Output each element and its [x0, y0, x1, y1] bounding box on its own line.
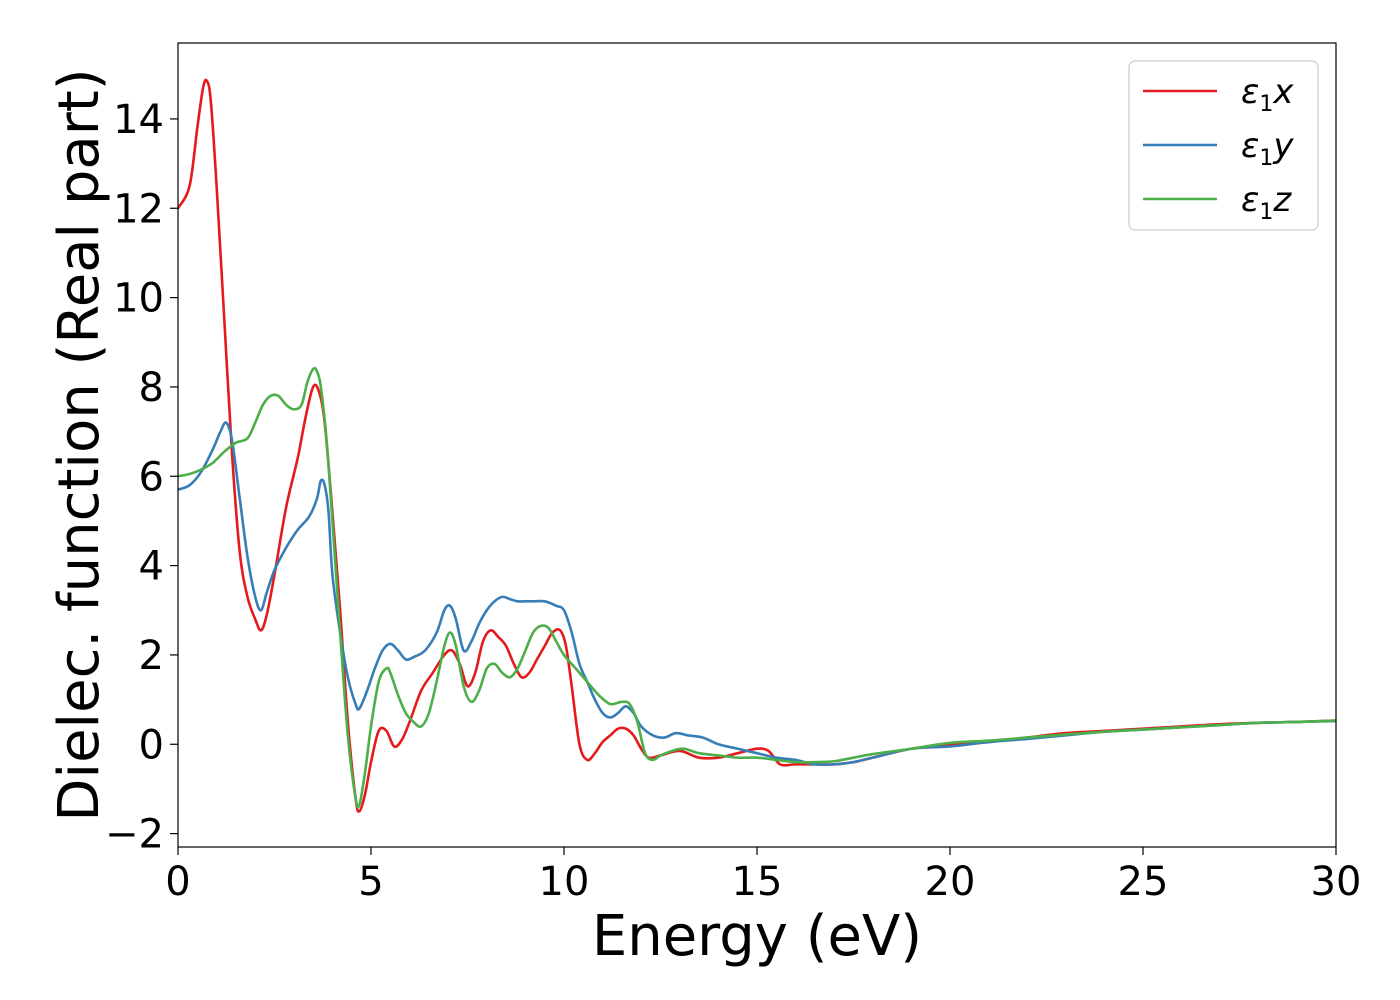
y-tick-label: 14 [113, 97, 164, 143]
series-line-z [178, 366, 1336, 809]
x-tick-label: 20 [925, 859, 976, 905]
y-axis-title: Dielec. function (Real part) [47, 68, 112, 821]
x-axis: 0 5 10 15 20 25 30 [165, 847, 1361, 905]
series-line-y [178, 421, 1336, 767]
x-tick-label: 0 [165, 859, 190, 905]
y-tick-label: 12 [113, 186, 164, 232]
y-tick-label: −2 [105, 812, 164, 858]
x-tick-label: 10 [539, 859, 590, 905]
legend: ε1x ε1y ε1z [1128, 60, 1319, 231]
x-tick-label: 5 [358, 859, 383, 905]
y-tick-label: 2 [139, 633, 164, 679]
x-tick-label: 15 [732, 859, 783, 905]
x-tick-label: 25 [1118, 859, 1169, 905]
series-lines [178, 78, 1336, 813]
y-axis: −2 0 2 4 6 8 10 12 14 [105, 97, 178, 858]
y-tick-label: 8 [139, 365, 164, 411]
legend-label: ε1x [1241, 72, 1294, 117]
legend-box [1128, 60, 1319, 231]
x-axis-title: Energy (eV) [592, 904, 922, 969]
y-tick-label: 10 [113, 276, 164, 322]
y-tick-label: 0 [139, 722, 164, 768]
legend-label: ε1y [1241, 126, 1294, 171]
legend-label: ε1z [1241, 180, 1292, 225]
y-tick-label: 6 [139, 454, 164, 500]
x-tick-label: 30 [1311, 859, 1362, 905]
y-tick-label: 4 [139, 544, 164, 590]
